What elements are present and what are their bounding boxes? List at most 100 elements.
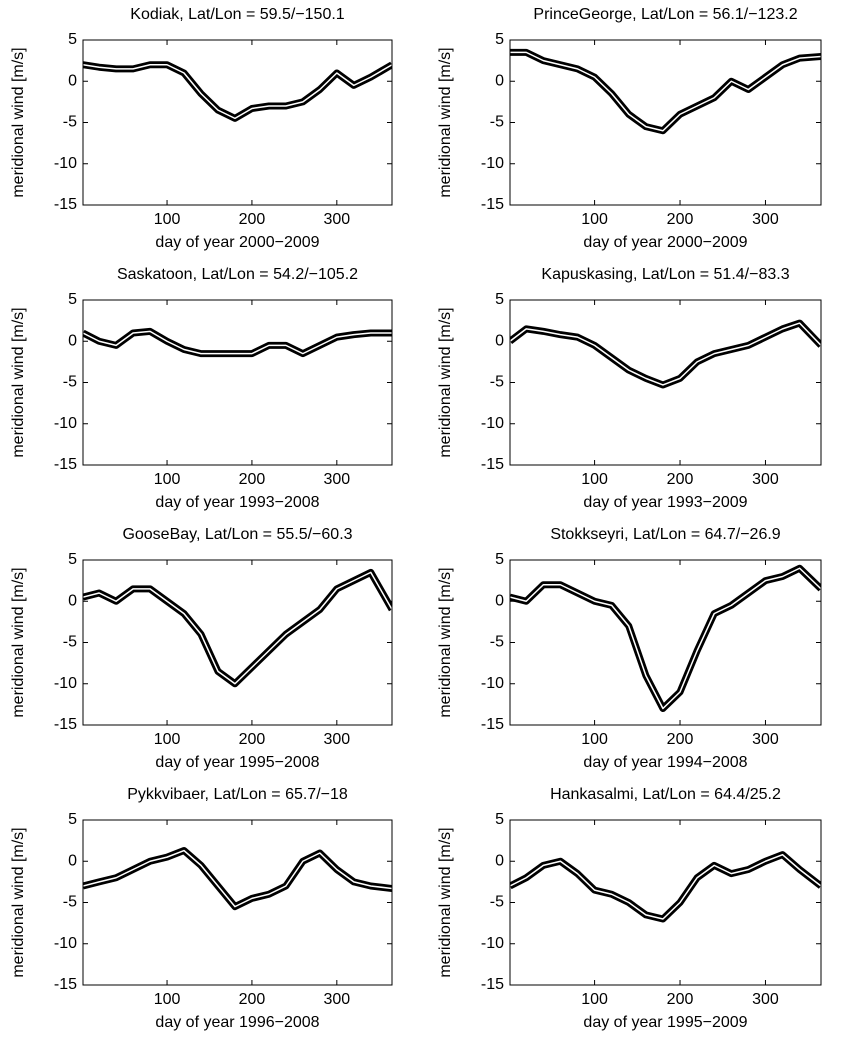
subplot-title: PrinceGeorge, Lat/Lon = 56.1/−123.2 (533, 6, 797, 23)
subplot: Pykkvibaer, Lat/Lon = 65.7/−18 day of yea… (10, 786, 393, 1031)
x-tick-label: 300 (752, 471, 779, 488)
x-axis-label: day of year 1995−2008 (155, 754, 319, 771)
subplot-title: Stokkseyri, Lat/Lon = 64.7/−26.9 (550, 526, 780, 543)
y-tick-label: -15 (54, 976, 77, 993)
axes-frame (82, 299, 393, 466)
x-tick-label: 300 (323, 731, 350, 748)
plot-area (83, 568, 392, 688)
series-line (83, 849, 392, 908)
y-axis-label: meridional wind [m/s] (437, 567, 454, 717)
y-tick-label: -10 (481, 675, 504, 692)
axes-frame (509, 819, 822, 986)
y-tick-label: 5 (495, 31, 504, 48)
series-band (510, 564, 821, 712)
y-tick-label: 0 (68, 592, 77, 609)
plot-area (510, 564, 821, 712)
y-axis-label: meridional wind [m/s] (10, 307, 27, 457)
plot-area (510, 48, 821, 135)
x-tick-label: 100 (581, 471, 608, 488)
y-tick-label: 5 (68, 551, 77, 568)
series-band (510, 851, 821, 923)
axes-frame (509, 559, 822, 726)
x-axis-label: day of year 1993−2009 (583, 494, 747, 511)
y-tick-label: -15 (54, 196, 77, 213)
y-axis-label: meridional wind [m/s] (10, 827, 27, 977)
x-tick-label: 200 (667, 991, 694, 1008)
x-tick-label: 200 (239, 211, 266, 228)
subplot-title: GooseBay, Lat/Lon = 55.5/−60.3 (122, 526, 352, 543)
series-line (510, 51, 821, 132)
plot-area (510, 319, 821, 389)
y-tick-label: -10 (481, 155, 504, 172)
x-axis-label: day of year 2000−2009 (583, 234, 747, 251)
subplot-title: Saskatoon, Lat/Lon = 54.2/−105.2 (117, 266, 358, 283)
axes-frame (509, 39, 822, 206)
y-tick-label: -5 (63, 894, 77, 911)
subplot: GooseBay, Lat/Lon = 55.5/−60.3 day of yea… (10, 526, 393, 771)
y-tick-label: -10 (481, 415, 504, 432)
series-band (83, 847, 392, 911)
x-tick-label: 300 (323, 211, 350, 228)
x-tick-label: 200 (239, 471, 266, 488)
y-tick-label: 5 (68, 291, 77, 308)
y-axis-label: meridional wind [m/s] (10, 47, 27, 197)
y-tick-label: -15 (481, 456, 504, 473)
series-line (510, 853, 821, 920)
y-tick-label: -15 (481, 716, 504, 733)
subplot: Kapuskasing, Lat/Lon = 51.4/−83.3 day of … (437, 266, 822, 511)
subplot-title: Hankasalmi, Lat/Lon = 64.4/25.2 (550, 786, 781, 803)
subplot-title: Pykkvibaer, Lat/Lon = 65.7/−18 (127, 786, 348, 803)
x-tick-label: 200 (667, 731, 694, 748)
y-tick-label: 0 (68, 332, 77, 349)
y-tick-label: -5 (490, 894, 504, 911)
axes-frame (82, 819, 393, 986)
y-tick-label: -15 (481, 196, 504, 213)
series-line (83, 571, 392, 685)
x-tick-label: 300 (323, 471, 350, 488)
plot-area (83, 327, 392, 358)
series-line (83, 330, 392, 355)
x-axis-label: day of year 1993−2008 (155, 494, 319, 511)
series-line (510, 567, 821, 710)
x-tick-label: 100 (154, 211, 181, 228)
x-tick-label: 300 (323, 991, 350, 1008)
subplot: Stokkseyri, Lat/Lon = 64.7/−26.9 day of y… (437, 526, 822, 771)
y-axis-label: meridional wind [m/s] (437, 47, 454, 197)
y-tick-label: -10 (54, 415, 77, 432)
y-axis-label: meridional wind [m/s] (437, 827, 454, 977)
x-tick-label: 300 (752, 211, 779, 228)
y-tick-label: -10 (54, 155, 77, 172)
x-axis-label: day of year 2000−2009 (155, 234, 319, 251)
y-tick-label: -5 (63, 114, 77, 131)
y-tick-label: -5 (63, 634, 77, 651)
x-tick-label: 100 (154, 991, 181, 1008)
y-tick-label: -5 (490, 374, 504, 391)
x-tick-label: 300 (752, 731, 779, 748)
y-axis-label: meridional wind [m/s] (437, 307, 454, 457)
y-tick-label: -5 (63, 374, 77, 391)
y-tick-label: 0 (68, 72, 77, 89)
x-tick-label: 200 (667, 211, 694, 228)
series-band (83, 61, 392, 122)
subplot-title: Kodiak, Lat/Lon = 59.5/−150.1 (130, 6, 345, 23)
x-tick-label: 100 (581, 731, 608, 748)
x-tick-label: 100 (154, 471, 181, 488)
subplot: PrinceGeorge, Lat/Lon = 56.1/−123.2 day o… (437, 6, 822, 251)
subplot: Hankasalmi, Lat/Lon = 64.4/25.2 day of ye… (437, 786, 822, 1031)
series-line (83, 64, 392, 120)
x-tick-label: 300 (752, 991, 779, 1008)
plot-area (83, 61, 392, 122)
y-tick-label: 0 (495, 72, 504, 89)
subplot-title: Kapuskasing, Lat/Lon = 51.4/−83.3 (541, 266, 789, 283)
axes-frame (82, 39, 393, 206)
y-tick-label: 0 (495, 332, 504, 349)
y-tick-label: -15 (54, 716, 77, 733)
y-axis-label: meridional wind [m/s] (10, 567, 27, 717)
y-tick-label: -10 (481, 935, 504, 952)
y-tick-label: 5 (68, 811, 77, 828)
plot-area (510, 851, 821, 923)
x-tick-label: 200 (667, 471, 694, 488)
y-tick-label: 0 (68, 852, 77, 869)
series-band (83, 568, 392, 688)
x-tick-label: 200 (239, 991, 266, 1008)
